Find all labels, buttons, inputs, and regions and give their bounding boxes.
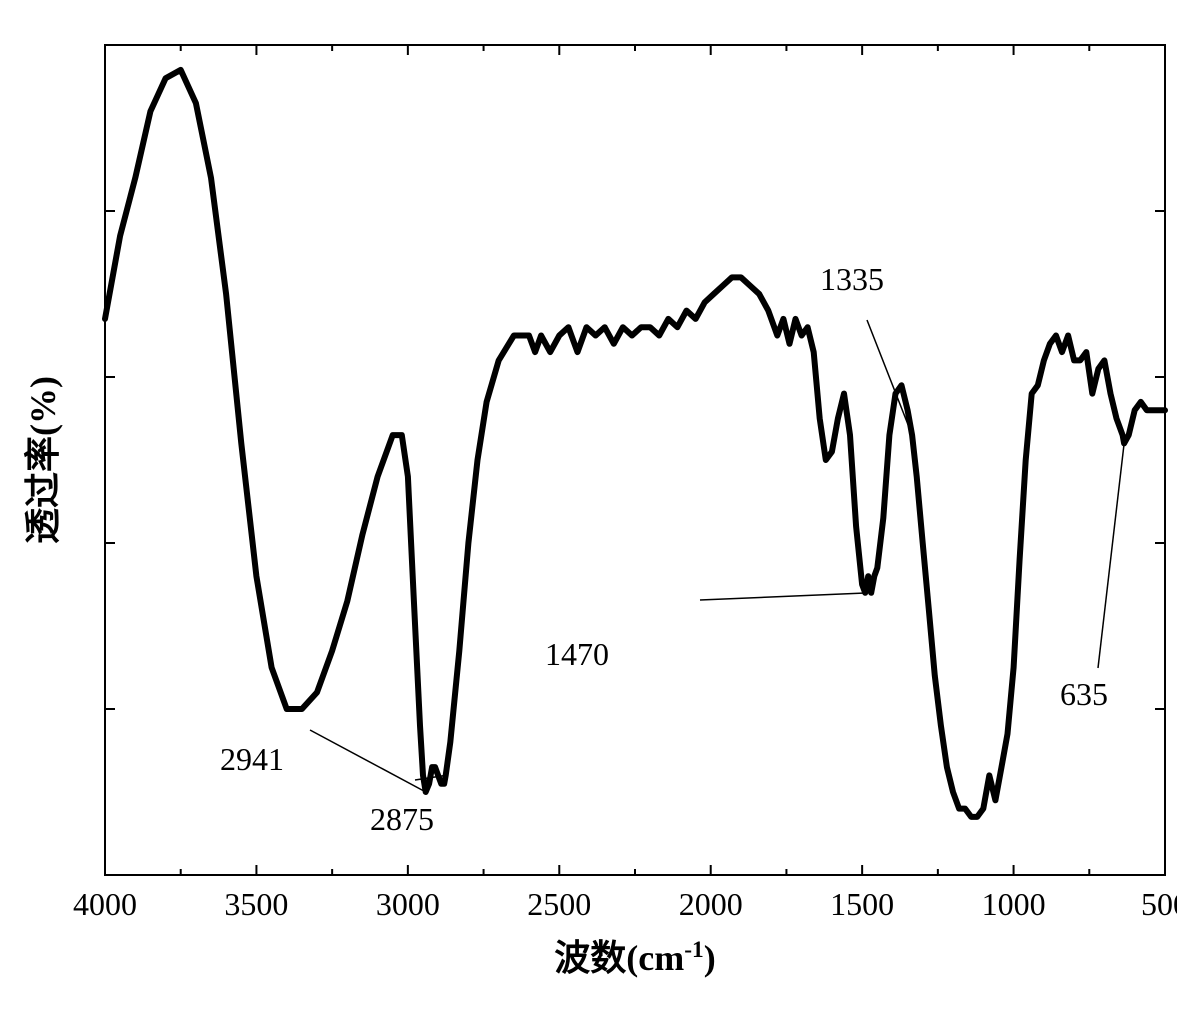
peak-annotation: 1470 xyxy=(545,636,609,672)
chart-svg: 4000 3500 3000 2500 2000 1500 1000 500 2941 2875 1… xyxy=(0,0,1177,1011)
annotation-leader xyxy=(700,593,871,600)
peak-annotation: 1335 xyxy=(820,261,884,297)
peak-annotation: 635 xyxy=(1060,676,1108,712)
x-tick-label: 2000 xyxy=(679,886,743,922)
ir-spectrum-chart: 4000 3500 3000 2500 2000 1500 1000 500 2941 2875 1… xyxy=(0,0,1177,1011)
x-tick-label: 3000 xyxy=(376,886,440,922)
peak-annotation: 2941 xyxy=(220,741,284,777)
x-tick-label: 1500 xyxy=(830,886,894,922)
x-tick-label: 2500 xyxy=(527,886,591,922)
annotation-leader xyxy=(1098,443,1124,668)
spectrum-line xyxy=(105,70,1165,817)
x-tick-label: 4000 xyxy=(73,886,137,922)
x-axis-label: 波数(cm-1) xyxy=(554,937,715,978)
x-tick-label: 500 xyxy=(1141,886,1177,922)
y-axis-label: 透过率(%) xyxy=(23,376,63,544)
peak-annotation: 2875 xyxy=(370,801,434,837)
annotation-leader xyxy=(310,730,426,792)
x-tick-label: 1000 xyxy=(982,886,1046,922)
x-tick-label: 3500 xyxy=(224,886,288,922)
